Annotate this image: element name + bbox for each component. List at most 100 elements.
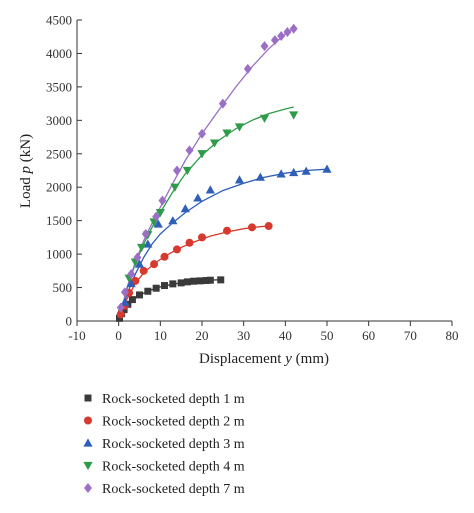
data-point-series-1 — [217, 276, 225, 284]
legend-label-5: Rock-socketed depth 7 m — [102, 482, 245, 497]
data-point-series-2 — [198, 233, 206, 242]
data-point-series-3 — [193, 193, 203, 202]
legend-label-2: Rock-socketed depth 2 m — [102, 415, 245, 430]
data-point-series-4 — [170, 183, 180, 192]
y-tick-label: 0 — [66, 314, 73, 329]
data-point-series-5 — [152, 211, 161, 222]
data-point-series-1 — [183, 278, 191, 286]
data-point-series-3 — [255, 172, 265, 181]
legend-marker-3 — [83, 438, 93, 447]
data-point-series-3 — [143, 239, 153, 248]
data-point-series-5 — [283, 27, 292, 38]
data-point-series-5 — [243, 63, 252, 74]
data-point-series-4 — [197, 150, 207, 159]
y-tick-label: 2000 — [46, 180, 72, 195]
data-point-series-5 — [116, 302, 125, 313]
data-point-series-5 — [185, 145, 194, 156]
data-point-series-3 — [276, 169, 286, 178]
data-point-series-1 — [177, 279, 185, 287]
y-axis-ticks: 0 500 1000 1500 2000 2500 3000 3500 4000 4500 — [46, 13, 82, 329]
y-tick-label: 3500 — [46, 79, 72, 94]
data-point-series-4 — [222, 129, 232, 138]
data-point-series-4 — [155, 209, 165, 218]
x-axis-title: Displacement y (mm) — [199, 351, 329, 367]
legend-marker-5 — [84, 483, 92, 493]
data-point-series-3 — [180, 204, 190, 213]
data-point-series-5 — [133, 252, 142, 263]
data-point-series-5 — [127, 269, 136, 280]
data-point-series-3 — [322, 164, 332, 173]
y-axis-title: Load p (kN) — [18, 134, 34, 208]
data-point-series-4 — [136, 243, 147, 253]
data-point-series-2 — [173, 245, 181, 254]
data-point-series-4 — [234, 123, 245, 132]
data-point-series-2 — [150, 260, 159, 269]
data-point-series-3 — [126, 278, 136, 288]
data-point-series-2 — [248, 223, 256, 232]
x-tick-label: 80 — [446, 328, 459, 343]
legend-label-1: Rock-socketed depth 1 m — [102, 392, 245, 407]
data-point-series-1 — [128, 296, 136, 304]
data-point-series-4 — [259, 114, 270, 123]
data-point-series-4 — [289, 111, 299, 120]
axes: -10 0 10 20 30 40 50 60 70 80 0500100015002000250… — [46, 13, 459, 344]
data-point-series-1 — [116, 314, 123, 322]
data-point-series-2 — [116, 310, 125, 319]
data-point-series-2 — [139, 266, 148, 275]
x-tick-label: 0 — [115, 328, 122, 343]
data-point-series-5 — [218, 98, 227, 109]
data-point-series-2 — [160, 252, 169, 261]
data-point-series-2 — [223, 226, 231, 235]
plot-area — [116, 23, 332, 322]
y-tick-label: 4000 — [46, 46, 72, 61]
data-point-series-1 — [144, 287, 152, 295]
x-tick-label: 60 — [362, 328, 375, 343]
y-tick-label: 2500 — [46, 146, 72, 161]
legend-marker-1 — [84, 394, 92, 402]
data-point-series-5 — [141, 229, 150, 240]
x-tick-label: -10 — [68, 328, 85, 343]
data-point-series-1 — [190, 277, 198, 285]
data-point-series-3 — [153, 219, 163, 228]
x-tick-label: 70 — [404, 328, 417, 343]
data-point-series-5 — [289, 23, 298, 34]
x-tick-label: 40 — [279, 328, 292, 343]
y-tick-label: 3000 — [46, 113, 72, 128]
data-point-series-2 — [264, 222, 273, 231]
data-point-series-3 — [205, 185, 215, 194]
data-point-series-3 — [301, 166, 311, 175]
data-point-series-1 — [120, 306, 128, 314]
data-point-series-5 — [198, 128, 206, 139]
data-point-series-3 — [234, 175, 245, 184]
data-point-series-1 — [136, 291, 143, 299]
data-point-series-5 — [260, 41, 269, 52]
x-tick-label: 10 — [154, 328, 167, 343]
data-point-series-5 — [158, 195, 167, 206]
data-point-series-1 — [206, 276, 214, 284]
data-point-series-1 — [196, 277, 204, 285]
data-point-series-5 — [120, 287, 129, 298]
data-point-series-3 — [289, 167, 299, 177]
data-point-series-1 — [161, 282, 168, 290]
legend-label-3: Rock-socketed depth 3 m — [102, 437, 245, 452]
legend-label-4: Rock-socketed depth 4 m — [102, 460, 245, 475]
data-point-series-5 — [173, 165, 181, 176]
data-point-series-4 — [209, 139, 220, 148]
data-markers — [116, 23, 332, 322]
x-axis-ticks: -10 0 10 20 30 40 50 60 70 80 — [68, 321, 459, 343]
y-tick-label: 4500 — [46, 13, 72, 28]
y-tick-label: 1500 — [46, 213, 72, 228]
data-point-series-1 — [169, 280, 177, 288]
legend-marker-4 — [83, 461, 93, 471]
x-tick-label: 20 — [196, 328, 209, 343]
legend-marker-2 — [84, 416, 92, 425]
x-tick-label: 30 — [237, 328, 250, 343]
data-point-series-3 — [120, 297, 130, 306]
y-tick-label: 1000 — [46, 247, 72, 262]
data-point-series-1 — [152, 284, 160, 292]
data-point-series-4 — [182, 166, 193, 176]
data-point-series-2 — [185, 238, 194, 247]
y-tick-label: 500 — [53, 280, 73, 295]
data-point-series-3 — [168, 216, 178, 225]
